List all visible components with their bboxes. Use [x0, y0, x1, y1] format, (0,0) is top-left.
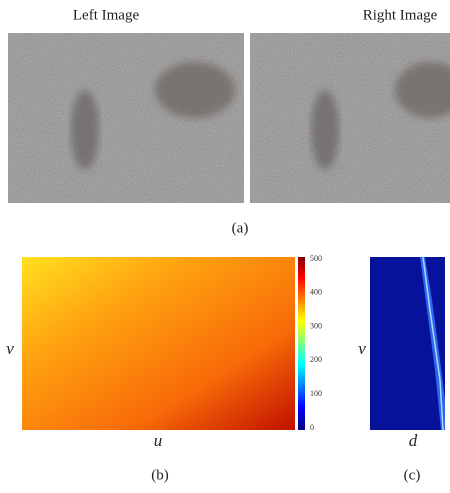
colorbar-tick-label: 500	[310, 254, 322, 263]
colorbar-tick-label: 0	[310, 423, 314, 432]
colorbar-tick-label: 200	[310, 355, 322, 364]
caption-a: (a)	[232, 220, 249, 236]
right-image	[250, 33, 450, 203]
caption-b: (b)	[151, 467, 169, 483]
colorbar-tick-label: 100	[310, 389, 322, 398]
colorbar-tick-label: 400	[310, 288, 322, 297]
disparity-map	[22, 257, 295, 430]
y-label-c: v	[358, 339, 366, 358]
right-image-title: Right Image	[363, 7, 438, 23]
x-label-b: u	[154, 431, 163, 450]
y-label-b: v	[6, 339, 14, 358]
caption-c: (c)	[404, 467, 421, 483]
colorbar-tick-label: 300	[310, 321, 322, 330]
colorbar	[298, 257, 305, 430]
x-label-c: d	[409, 431, 418, 450]
left-image	[8, 33, 244, 203]
v-disparity-image	[370, 256, 445, 431]
left-image-title: Left Image	[73, 7, 140, 23]
